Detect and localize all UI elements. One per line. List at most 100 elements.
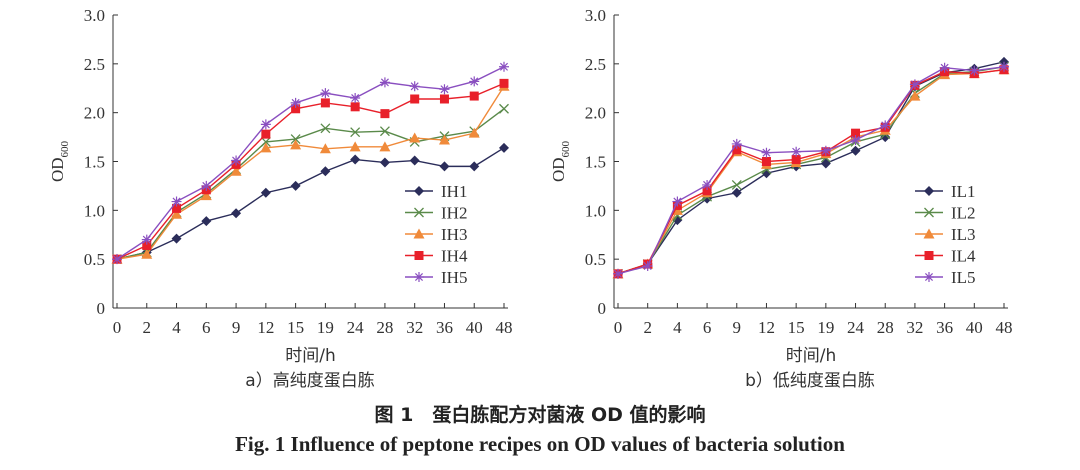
data-point-IL5 xyxy=(969,65,980,76)
data-point-IH3 xyxy=(319,143,331,154)
series-IL2 xyxy=(613,61,1009,279)
x-tick-label: 40 xyxy=(966,318,983,337)
x-tick-label: 4 xyxy=(673,318,682,337)
x-tick-label: 2 xyxy=(143,318,152,337)
data-point-IH5 xyxy=(350,93,361,104)
x-tick-label: 9 xyxy=(232,318,241,337)
data-point-IH1 xyxy=(320,166,331,177)
data-point-IL1 xyxy=(850,145,861,156)
data-point-IH3 xyxy=(260,142,272,153)
data-point-IH3 xyxy=(379,141,391,152)
data-point-IH5 xyxy=(141,234,152,245)
series-line-IL3 xyxy=(617,68,1005,275)
y-axis-title-subscript: 600 xyxy=(560,140,572,157)
figure-caption-english: Fig. 1 Influence of peptone recipes on O… xyxy=(235,432,845,456)
data-point-IH2 xyxy=(260,137,271,147)
x-axis-title: 时间/h xyxy=(285,346,336,366)
y-tick-label: 2.5 xyxy=(84,55,105,74)
x-tick-label: 6 xyxy=(202,318,211,337)
data-point-IH3 xyxy=(230,165,242,176)
series-line-IL4 xyxy=(617,68,1005,275)
series-IL5 xyxy=(613,61,1009,279)
data-point-IH1 xyxy=(201,216,212,227)
data-point-IL2 xyxy=(731,179,742,190)
data-point-IH4 xyxy=(469,91,479,101)
series-line-IL1 xyxy=(617,61,1005,275)
data-point-IH5 xyxy=(469,76,480,87)
data-point-IH1 xyxy=(171,233,182,244)
y-axis-title-main: OD xyxy=(48,157,67,182)
y-tick-label: 1.0 xyxy=(585,201,606,220)
series-line-IH1 xyxy=(116,147,505,260)
x-tick-label: 48 xyxy=(996,318,1013,337)
data-point-IH4 xyxy=(350,102,360,112)
legend-label-IL5: IL5 xyxy=(951,268,976,287)
data-point-IL5 xyxy=(999,61,1009,72)
y-axis-title-main: OD xyxy=(549,157,568,182)
y-tick-label: 3.0 xyxy=(84,6,105,25)
x-tick-label: 24 xyxy=(347,318,365,337)
legend-marker-IL3 xyxy=(923,228,935,239)
x-tick-label: 32 xyxy=(406,318,423,337)
legend-marker-IL5 xyxy=(924,272,934,282)
chart-panel-b: 00.51.01.52.02.53.00 2 4 6 9 12 15 19 24 28 32 36 40… xyxy=(549,6,1013,391)
data-point-IL5 xyxy=(642,261,653,272)
series-line-IH2 xyxy=(116,108,505,260)
data-point-IL3 xyxy=(909,90,921,101)
data-point-IH4 xyxy=(291,104,301,114)
data-point-IL4 xyxy=(791,155,801,165)
x-tick-label: 19 xyxy=(817,318,834,337)
data-point-IH5 xyxy=(112,254,122,265)
data-point-IL1 xyxy=(820,158,831,169)
x-tick-label: 40 xyxy=(466,318,483,337)
data-point-IL4 xyxy=(761,157,771,166)
data-point-IL5 xyxy=(880,120,891,131)
data-point-IH5 xyxy=(171,196,182,207)
data-point-IH3 xyxy=(141,248,153,259)
y-axis-title: OD600 xyxy=(549,140,572,182)
data-point-IL5 xyxy=(791,146,802,157)
legend-marker-IL1 xyxy=(924,186,934,196)
legend-marker-IH2 xyxy=(414,207,424,218)
y-tick-label: 2.5 xyxy=(585,55,606,74)
data-point-IH4 xyxy=(499,78,509,88)
legend-label-IH3: IH3 xyxy=(441,225,467,244)
data-point-IL5 xyxy=(909,79,920,90)
x-tick-label: 4 xyxy=(172,318,181,337)
x-tick-label: 28 xyxy=(376,318,393,337)
data-point-IH2 xyxy=(290,134,301,144)
data-point-IH1 xyxy=(231,208,242,219)
data-point-IL5 xyxy=(613,268,623,279)
figure-canvas: 00.51.01.52.02.53.00 2 4 6 9 12 15 19 24 28 32 36 40… xyxy=(48,6,1013,391)
x-tick-label: 19 xyxy=(317,318,334,337)
legend: IL1 IL2 IL3 IL4 IL5 xyxy=(915,182,976,287)
data-point-IL1 xyxy=(731,187,742,198)
x-tick-label: 12 xyxy=(257,318,274,337)
x-tick-label: 36 xyxy=(436,318,453,337)
data-point-IH1 xyxy=(290,180,301,191)
data-point-IL5 xyxy=(702,179,713,190)
x-tick-label: 36 xyxy=(936,318,953,337)
y-tick-label: 3.0 xyxy=(585,6,606,25)
x-tick-label: 15 xyxy=(287,318,304,337)
data-point-IH2 xyxy=(320,123,331,134)
y-tick-label: 0 xyxy=(97,299,106,318)
data-point-IH5 xyxy=(260,119,271,130)
series-line-IL5 xyxy=(617,66,1005,275)
data-point-IL5 xyxy=(939,62,950,73)
data-point-IL4 xyxy=(851,128,861,138)
figure-caption-chinese: 图 1 蛋白胨配方对菌液 OD 值的影响 xyxy=(374,404,706,426)
legend-marker-IH3 xyxy=(413,228,425,239)
legend-marker-IH4 xyxy=(414,251,424,260)
data-point-IH1 xyxy=(439,161,450,172)
data-point-IH4 xyxy=(142,240,152,250)
data-point-IL5 xyxy=(761,147,772,158)
data-point-IH3 xyxy=(349,141,361,152)
series-line-IL2 xyxy=(617,66,1005,275)
data-point-IL5 xyxy=(850,135,861,146)
legend-marker-IL4 xyxy=(924,251,934,260)
data-point-IH2 xyxy=(350,127,361,138)
series-line-IH4 xyxy=(116,82,505,260)
data-point-IH1 xyxy=(379,157,390,168)
legend-label-IL4: IL4 xyxy=(951,247,976,266)
